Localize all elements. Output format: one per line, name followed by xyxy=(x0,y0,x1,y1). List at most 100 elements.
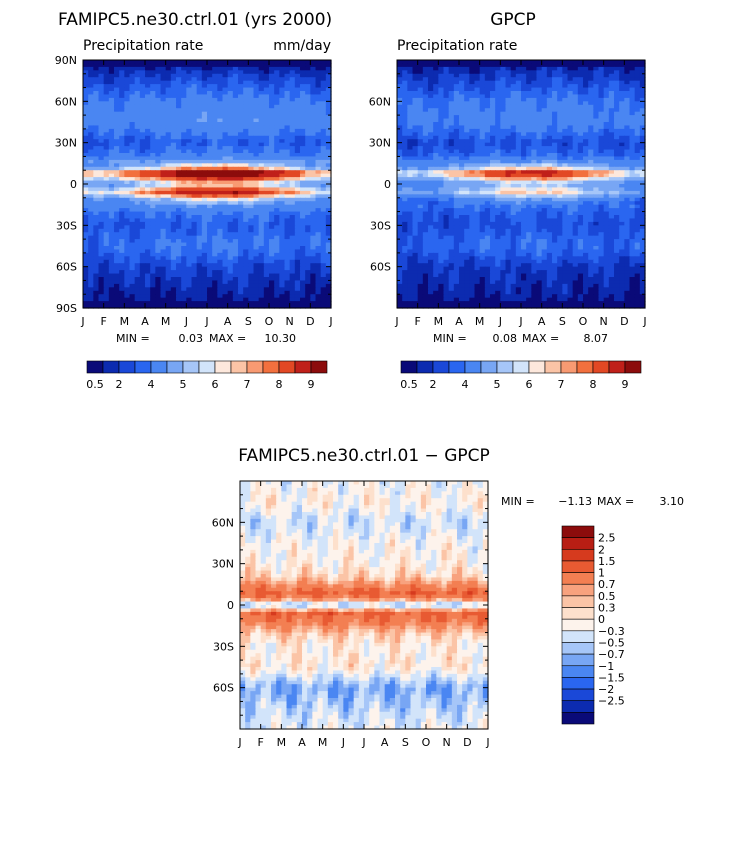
field-cell xyxy=(536,97,543,102)
field-cell xyxy=(88,66,94,71)
field-cell xyxy=(201,232,208,237)
field-cell xyxy=(500,73,507,78)
field-cell xyxy=(201,97,208,102)
field-cell xyxy=(315,215,322,220)
field-cell xyxy=(88,201,94,206)
field-cell xyxy=(83,108,89,113)
colorbar-label: 6 xyxy=(212,378,219,391)
field-cell xyxy=(155,139,162,144)
field-cell xyxy=(484,60,491,65)
field-cell xyxy=(567,80,574,85)
field-cell xyxy=(593,77,600,82)
field-cell xyxy=(98,239,105,244)
field-cell xyxy=(310,208,317,213)
field-cell xyxy=(129,208,136,213)
field-cell xyxy=(201,280,208,285)
field-cell xyxy=(608,111,615,116)
field-cell xyxy=(181,173,187,178)
field-cell xyxy=(300,249,306,254)
field-cell xyxy=(129,115,136,120)
field-cell xyxy=(186,118,193,123)
field-cell xyxy=(212,239,218,244)
field-cell xyxy=(269,197,275,202)
field-cell xyxy=(310,159,317,164)
field-cell xyxy=(294,166,301,171)
field-cell xyxy=(474,153,481,158)
field-cell xyxy=(397,156,403,161)
field-cell xyxy=(614,60,620,65)
field-cell xyxy=(134,235,141,240)
field-cell xyxy=(170,304,177,309)
field-cell xyxy=(567,125,574,130)
field-cell xyxy=(108,197,115,202)
field-cell xyxy=(207,280,213,285)
field-cell xyxy=(294,304,301,309)
field-cell xyxy=(402,153,408,158)
field-cell xyxy=(320,163,327,168)
field-cell xyxy=(598,104,605,109)
field-cell xyxy=(217,94,224,99)
field-cell xyxy=(464,94,470,99)
field-cell xyxy=(546,97,553,102)
field-cell xyxy=(263,177,270,182)
field-cell xyxy=(443,104,450,109)
field-cell xyxy=(108,287,115,292)
field-cell xyxy=(315,301,322,306)
field-cell xyxy=(619,60,625,65)
field-cell xyxy=(407,91,414,96)
field-cell xyxy=(588,111,594,116)
field-cell xyxy=(134,159,141,164)
field-cell xyxy=(124,118,131,123)
field-cell xyxy=(170,235,177,240)
field-cell xyxy=(222,122,229,127)
field-cell xyxy=(170,252,177,257)
field-cell xyxy=(232,80,239,85)
field-cell xyxy=(588,156,594,161)
field-cell xyxy=(407,146,414,151)
field-cell xyxy=(212,187,218,192)
field-cell xyxy=(402,128,408,133)
field-cell xyxy=(274,197,280,202)
field-cell xyxy=(412,132,419,137)
field-cell xyxy=(577,80,584,85)
field-cell xyxy=(274,163,280,168)
field-cell xyxy=(134,180,141,185)
field-cell xyxy=(227,170,234,175)
field-cell xyxy=(238,266,244,271)
field-cell xyxy=(598,63,605,68)
field-cell xyxy=(412,101,419,106)
field-cell xyxy=(98,218,105,223)
field-cell xyxy=(129,252,136,257)
field-cell xyxy=(464,153,470,158)
field-cell xyxy=(300,277,306,282)
colorbar-swatch xyxy=(214,360,232,374)
field-cell xyxy=(103,135,110,140)
field-cell xyxy=(289,263,296,268)
field-cell xyxy=(284,135,291,140)
field-cell xyxy=(422,104,429,109)
field-cell xyxy=(634,115,641,120)
field-cell xyxy=(88,221,94,226)
field-cell xyxy=(170,60,177,65)
field-cell xyxy=(567,142,574,147)
field-cell xyxy=(129,177,136,182)
field-cell xyxy=(433,66,439,71)
field-cell xyxy=(98,166,105,171)
field-cell xyxy=(588,128,594,133)
field-cell xyxy=(196,177,203,182)
field-cell xyxy=(155,66,162,71)
field-cell xyxy=(593,153,600,158)
field-cell xyxy=(145,235,151,240)
field-cell xyxy=(315,94,322,99)
field-cell xyxy=(238,149,244,154)
field-cell xyxy=(186,277,193,282)
field-cell xyxy=(165,235,172,240)
field-cell xyxy=(238,283,244,288)
field-cell xyxy=(479,118,486,123)
field-cell xyxy=(248,80,255,85)
field-cell xyxy=(614,128,620,133)
field-cell xyxy=(300,204,306,209)
field-cell xyxy=(402,142,408,147)
field-cell xyxy=(428,111,434,116)
field-cell xyxy=(310,77,317,82)
